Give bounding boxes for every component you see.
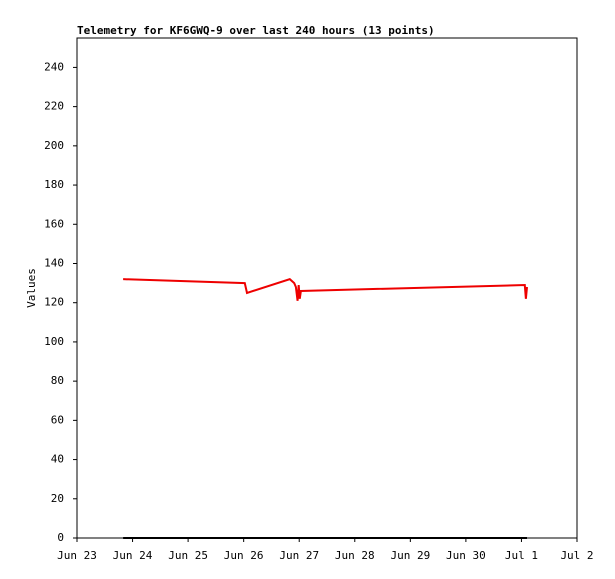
y-tick-label: 200 <box>44 139 64 152</box>
y-tick-label: 100 <box>44 335 64 348</box>
y-tick-label: 220 <box>44 100 64 113</box>
x-tick-label: Jul 1 <box>505 549 538 562</box>
x-tick-label: Jun 24 <box>113 549 153 562</box>
x-tick-label: Jun 29 <box>390 549 430 562</box>
y-tick-label: 20 <box>51 492 64 505</box>
x-tick-label: Jun 26 <box>224 549 264 562</box>
series-line <box>123 278 528 301</box>
y-tick-label: 0 <box>57 531 64 544</box>
y-tick-label: 240 <box>44 60 64 73</box>
x-tick-label: Jun 25 <box>168 549 208 562</box>
x-tick-label: Jun 28 <box>335 549 375 562</box>
x-tick-label: Jul 2 <box>560 549 593 562</box>
plot-frame <box>76 37 578 539</box>
chart-title: Telemetry for KF6GWQ-9 over last 240 hou… <box>77 24 435 37</box>
y-tick-label: 40 <box>51 453 64 466</box>
y-tick-label: 120 <box>44 296 64 309</box>
y-tick-label: 180 <box>44 178 64 191</box>
x-tick-label: Jun 27 <box>279 549 319 562</box>
y-tick-label: 160 <box>44 217 64 230</box>
y-tick-label: 140 <box>44 256 64 269</box>
y-tick-label: 60 <box>51 413 64 426</box>
x-tick-label: Jun 30 <box>446 549 486 562</box>
y-axis-label: Values <box>25 268 38 308</box>
y-tick-label: 80 <box>51 374 64 387</box>
x-tick-label: Jun 23 <box>57 549 97 562</box>
